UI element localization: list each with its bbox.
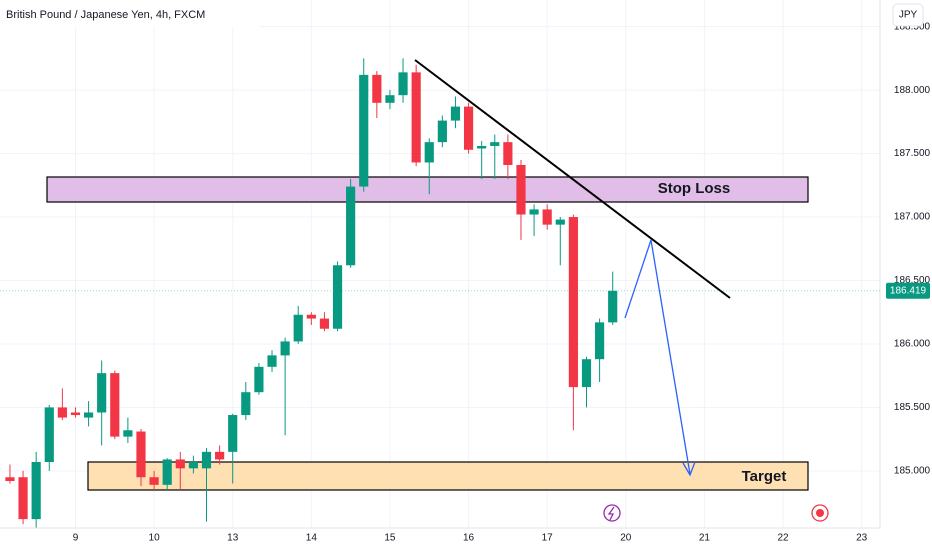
candle-body: [162, 459, 172, 485]
candle-body: [359, 74, 369, 187]
y-tick-label: 188.500: [894, 21, 931, 32]
candle-body: [581, 359, 592, 388]
candle-body: [5, 477, 15, 482]
x-tick-label: 20: [620, 533, 632, 544]
event-icon-bolt: [607, 506, 615, 521]
event-icon[interactable]: [603, 504, 621, 522]
x-tick-label: 14: [306, 533, 318, 544]
x-tick-label: 23: [856, 533, 868, 544]
candle-body: [503, 142, 513, 165]
candle-body: [31, 462, 41, 520]
candle-body: [463, 106, 474, 150]
x-tick-label: 22: [777, 533, 789, 544]
trend-line: [414, 59, 731, 299]
candle-body: [188, 462, 198, 469]
candle-body: [595, 322, 605, 360]
last-price-label: 186.419: [890, 285, 927, 296]
projection-arrow: [624, 239, 691, 475]
x-tick-label: 16: [463, 533, 475, 544]
candle-body: [332, 265, 343, 329]
last-price-badge: [886, 282, 930, 299]
candle-body: [424, 142, 434, 163]
candle-body: [568, 217, 578, 388]
candle-body: [542, 209, 552, 225]
y-tick-label: 185.500: [894, 402, 931, 413]
currency-label[interactable]: JPY: [899, 10, 918, 21]
candle-body: [411, 72, 421, 163]
y-tick-label: 188.000: [894, 85, 931, 96]
candle-body: [215, 451, 225, 460]
candle-body: [110, 373, 120, 437]
candle-body: [490, 142, 500, 146]
title-bg: [0, 0, 260, 28]
candle-body: [136, 431, 146, 478]
candle-body: [228, 415, 238, 452]
y-tick-label: 186.000: [894, 339, 931, 350]
candle-body: [280, 341, 290, 356]
stop-loss-label: Stop Loss: [658, 180, 731, 197]
candle-body: [267, 355, 277, 367]
candle-body: [529, 209, 539, 215]
x-tick-label: 15: [384, 533, 396, 544]
y-tick-label: 186.500: [894, 275, 931, 286]
candle-body: [372, 74, 382, 103]
candle-body: [70, 412, 81, 416]
currency-button[interactable]: [892, 3, 924, 27]
candle-body: [293, 314, 303, 342]
y-tick-label: 187.000: [894, 212, 931, 223]
candle-body: [398, 72, 408, 96]
news-icon-dot: [816, 509, 824, 517]
candle-body: [57, 407, 67, 418]
candle-body: [346, 186, 356, 266]
candle-body: [201, 451, 212, 469]
candle-body: [555, 219, 565, 225]
candle-body: [97, 373, 107, 413]
x-tick-label: 10: [149, 533, 161, 544]
candle-body: [254, 366, 264, 393]
candle-body: [149, 477, 159, 485]
candle-body: [123, 430, 133, 437]
candle-body: [44, 407, 54, 462]
candle-body: [175, 459, 185, 469]
chart-title: British Pound / Japanese Yen, 4h, FXCM: [6, 9, 205, 21]
x-tick-label: 13: [227, 533, 239, 544]
candle-body: [18, 477, 28, 520]
axes: 185.000 185.500 186.000 186.500 187.000 187.5…: [0, 21, 931, 544]
candle-body: [477, 145, 487, 149]
y-tick-label: 187.500: [894, 148, 931, 159]
x-tick-label: 17: [542, 533, 554, 544]
y-tick-label: 185.000: [894, 466, 931, 477]
candle-body: [83, 412, 94, 418]
target-label: Target: [742, 468, 787, 485]
candle-body: [608, 290, 618, 323]
candle-body: [306, 314, 316, 319]
x-tick-label: 21: [699, 533, 711, 544]
candle-body: [385, 95, 395, 103]
x-tick-label: 9: [73, 533, 79, 544]
candle-body: [437, 120, 447, 143]
candles: [5, 58, 618, 528]
candle-body: [319, 318, 330, 329]
candle-body: [450, 106, 461, 121]
candle-body: [241, 392, 251, 416]
arrow-head: [682, 461, 696, 477]
candle-body: [516, 165, 526, 215]
stop-loss-zone: [46, 176, 809, 203]
